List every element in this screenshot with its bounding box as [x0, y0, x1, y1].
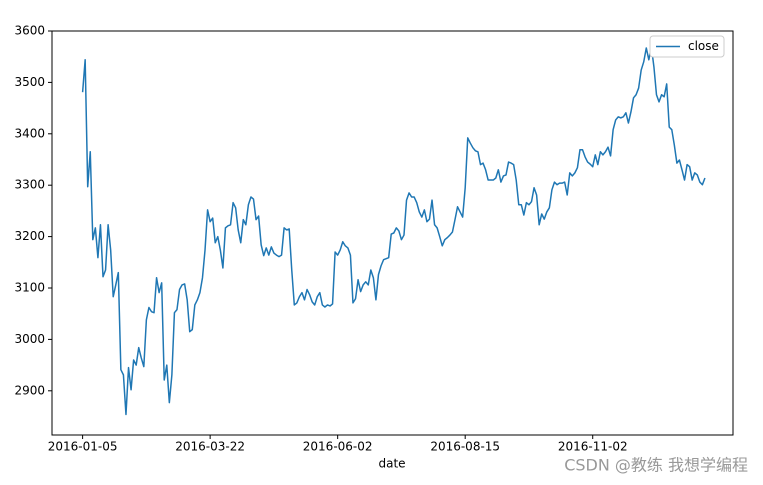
- watermark: CSDN @教练 我想学编程: [564, 456, 748, 475]
- x-tick-label: 2016-11-02: [558, 440, 628, 454]
- y-tick-label: 2900: [14, 383, 45, 397]
- x-tick-label: 2016-03-22: [175, 440, 245, 454]
- plot-frame: [51, 30, 734, 436]
- y-tick-label: 3500: [14, 75, 45, 89]
- y-tick-label: 3300: [14, 178, 45, 192]
- line: [81, 46, 706, 416]
- y-tick-label: 3200: [14, 229, 45, 243]
- legend-label: close: [688, 39, 719, 53]
- x-tick-label: 2016-06-02: [303, 440, 373, 454]
- y-tick-label: 3000: [14, 332, 45, 346]
- x-axis-label: date: [378, 457, 405, 471]
- legend-box: [649, 35, 725, 58]
- x-tick-label: 2016-01-05: [48, 440, 118, 454]
- y-tick-label: 3100: [14, 280, 45, 294]
- y-tick-label: 3400: [14, 126, 45, 140]
- y-tick-label: 3600: [14, 24, 45, 38]
- x-tick-label: 2016-08-15: [430, 440, 500, 454]
